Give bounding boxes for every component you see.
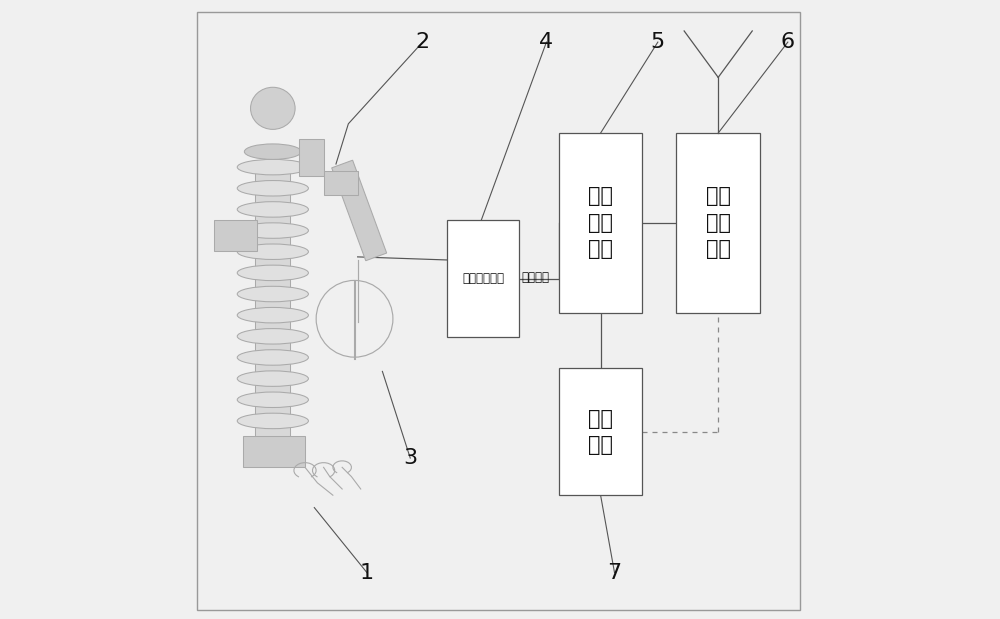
- FancyBboxPatch shape: [255, 167, 290, 464]
- Ellipse shape: [237, 413, 308, 429]
- Text: 3: 3: [403, 448, 417, 468]
- Text: 电压输出: 电压输出: [522, 271, 550, 284]
- FancyBboxPatch shape: [324, 171, 358, 195]
- Ellipse shape: [237, 392, 308, 407]
- Text: 6: 6: [781, 32, 795, 52]
- FancyBboxPatch shape: [676, 133, 760, 313]
- Ellipse shape: [237, 265, 308, 280]
- Text: 7: 7: [607, 563, 622, 582]
- Ellipse shape: [237, 329, 308, 344]
- Polygon shape: [214, 220, 257, 251]
- Ellipse shape: [237, 223, 308, 238]
- Ellipse shape: [237, 202, 308, 217]
- Text: 备用
电源: 备用 电源: [588, 409, 613, 455]
- FancyBboxPatch shape: [559, 133, 642, 313]
- Text: 逻辑
比较
电路: 逻辑 比较 电路: [588, 186, 613, 259]
- Ellipse shape: [237, 244, 308, 259]
- Text: 整流稳压电路: 整流稳压电路: [462, 272, 504, 285]
- Polygon shape: [243, 436, 305, 467]
- Text: 1: 1: [360, 563, 374, 582]
- FancyBboxPatch shape: [447, 220, 519, 337]
- Ellipse shape: [237, 350, 308, 365]
- Ellipse shape: [244, 144, 301, 160]
- Text: 5: 5: [651, 32, 665, 52]
- Ellipse shape: [237, 160, 308, 175]
- Text: 2: 2: [416, 32, 430, 52]
- Text: 无线
发射
电路: 无线 发射 电路: [706, 186, 731, 259]
- Polygon shape: [332, 160, 387, 261]
- Ellipse shape: [237, 181, 308, 196]
- Ellipse shape: [237, 308, 308, 323]
- Polygon shape: [299, 139, 324, 176]
- Ellipse shape: [237, 287, 308, 302]
- FancyBboxPatch shape: [559, 368, 642, 495]
- Text: 4: 4: [539, 32, 553, 52]
- Ellipse shape: [237, 371, 308, 386]
- Ellipse shape: [251, 87, 295, 129]
